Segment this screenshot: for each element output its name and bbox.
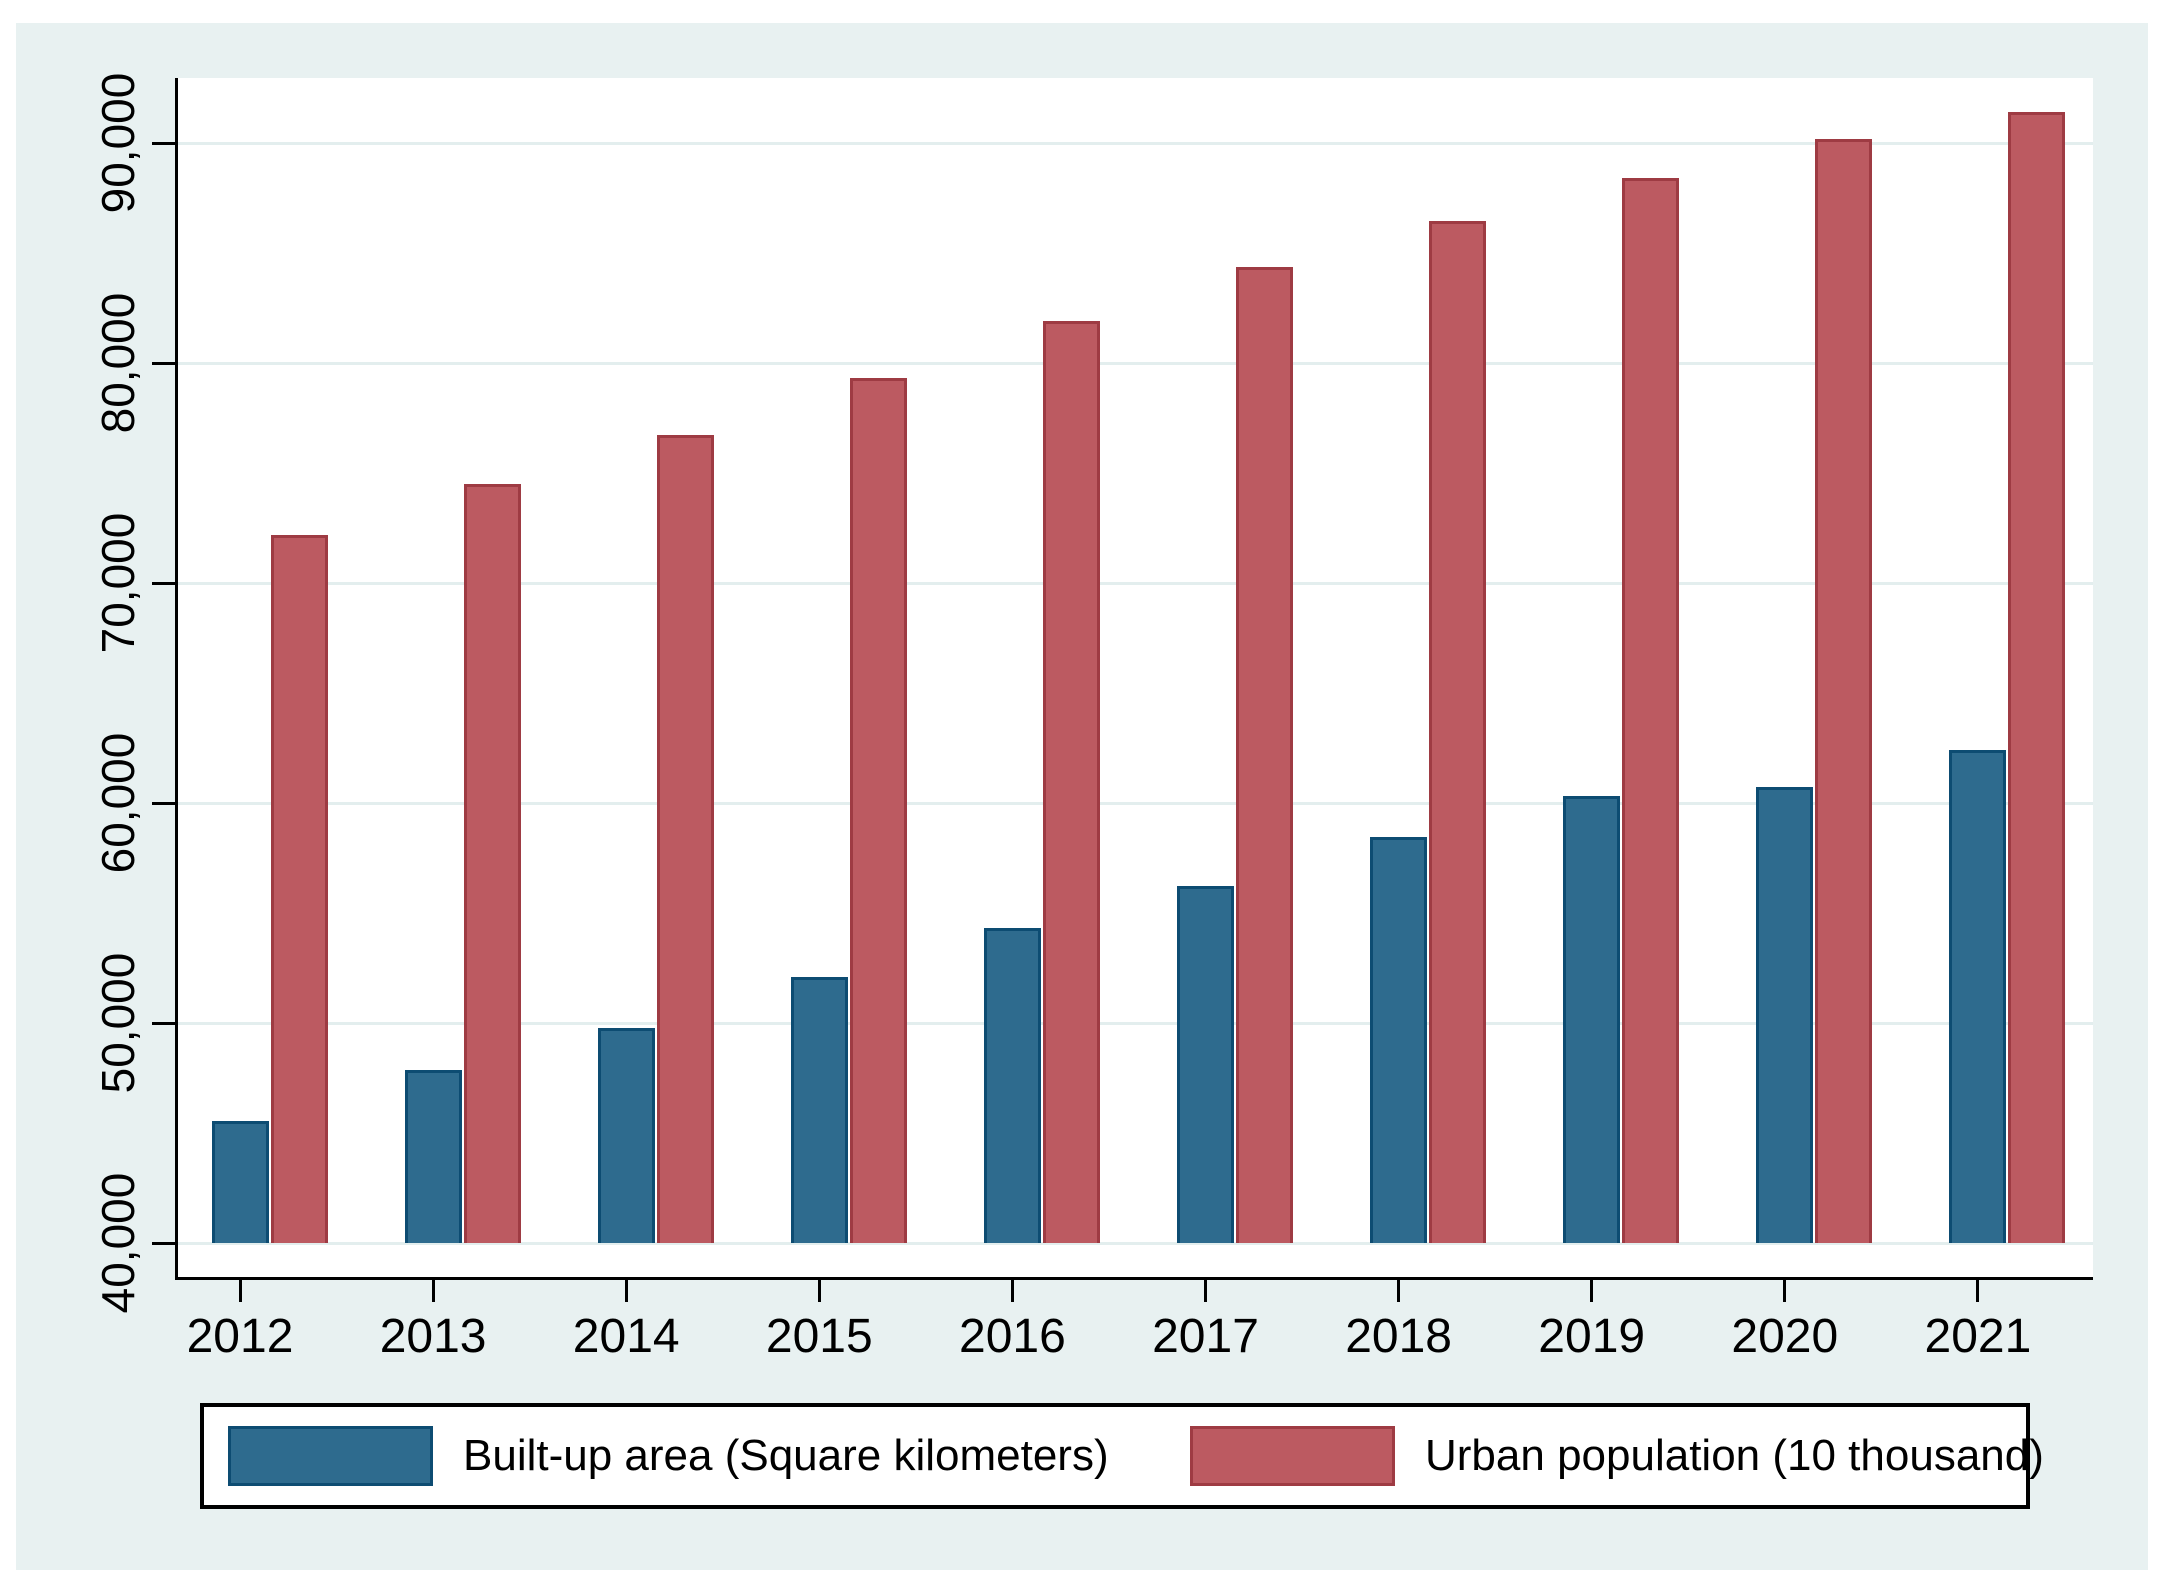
x-tick-label-2017: 2017 [1152, 1310, 1259, 1363]
x-tick-label-2020: 2020 [1731, 1310, 1839, 1363]
y-gridline-50000 [178, 1022, 2093, 1025]
x-tick-2012 [238, 1280, 242, 1302]
bar-urban-population-2020 [1815, 138, 1873, 1243]
x-tick-2017 [1204, 1280, 1207, 1302]
x-tick-label-2013: 2013 [379, 1310, 487, 1363]
legend-label-built-up-area: Built-up area (Square kilometers) [463, 1431, 1109, 1480]
y-axis-line [175, 78, 178, 1280]
y-tick-60000 [152, 802, 175, 805]
x-tick-2013 [431, 1280, 435, 1302]
y-gridline-40000 [178, 1242, 2093, 1245]
bar-urban-population-2017 [1236, 267, 1293, 1243]
bar-urban-population-2012 [270, 535, 328, 1243]
y-tick-80000 [152, 362, 175, 365]
y-tick-40000 [152, 1242, 175, 1245]
x-tick-2018 [1397, 1280, 1401, 1302]
y-tick-50000 [152, 1022, 175, 1025]
x-tick-2015 [817, 1280, 821, 1302]
bar-built-up-area-2012 [211, 1120, 269, 1243]
x-tick-label-2014: 2014 [572, 1310, 680, 1363]
bar-urban-population-2013 [463, 483, 521, 1243]
bar-built-up-area-2014 [597, 1027, 655, 1243]
bar-built-up-area-2021 [1949, 749, 2007, 1243]
legend: Built-up area (Square kilometers) Urban … [200, 1403, 2044, 1509]
y-gridline-70000 [178, 582, 2093, 585]
legend-label-urban-population: Urban population (10 thousand) [1425, 1431, 2044, 1480]
legend-item-urban-population: Urban population (10 thousand) [1190, 1407, 2044, 1505]
x-tick-2020 [1783, 1280, 1787, 1302]
x-tick-2016 [1010, 1280, 1014, 1302]
x-tick-2021 [1976, 1280, 1980, 1302]
x-tick-2014 [624, 1280, 628, 1302]
y-gridline-60000 [178, 802, 2093, 805]
x-tick-2019 [1590, 1280, 1594, 1302]
legend-swatch-built-up-area [228, 1426, 433, 1486]
bar-built-up-area-2013 [404, 1070, 462, 1243]
bar-urban-population-2021 [2008, 111, 2066, 1243]
x-axis-line [175, 1277, 2093, 1280]
bar-urban-population-2019 [1622, 177, 1680, 1243]
y-tick-70000 [152, 582, 175, 585]
chart-canvas: 40,000 50,000 60,000 70,000 80,000 90,000 2012… [16, 23, 2148, 1570]
x-tick-label-2019: 2019 [1538, 1310, 1646, 1363]
bar-built-up-area-2016 [983, 927, 1041, 1243]
bar-built-up-area-2020 [1756, 787, 1814, 1243]
x-tick-label-2012: 2012 [186, 1310, 294, 1363]
bar-built-up-area-2017 [1177, 886, 1234, 1243]
x-tick-label-2016: 2016 [959, 1310, 1066, 1363]
bar-urban-population-2018 [1429, 221, 1487, 1243]
x-tick-label-2015: 2015 [765, 1310, 873, 1363]
y-tick-90000 [152, 142, 175, 145]
x-tick-label-2018: 2018 [1345, 1310, 1452, 1363]
bar-urban-population-2015 [849, 378, 907, 1243]
bar-urban-population-2014 [656, 434, 714, 1243]
bar-urban-population-2016 [1042, 320, 1100, 1243]
y-tick-label-90000: 90,000 [92, 72, 144, 214]
bar-built-up-area-2015 [790, 976, 848, 1243]
legend-swatch-urban-population [1190, 1426, 1395, 1486]
legend-item-built-up-area: Built-up area (Square kilometers) [228, 1407, 1109, 1505]
y-gridline-90000 [178, 142, 2093, 145]
bar-built-up-area-2018 [1370, 836, 1428, 1243]
bar-built-up-area-2019 [1563, 796, 1621, 1243]
x-tick-label-2021: 2021 [1924, 1310, 2032, 1363]
y-gridline-80000 [178, 362, 2093, 365]
